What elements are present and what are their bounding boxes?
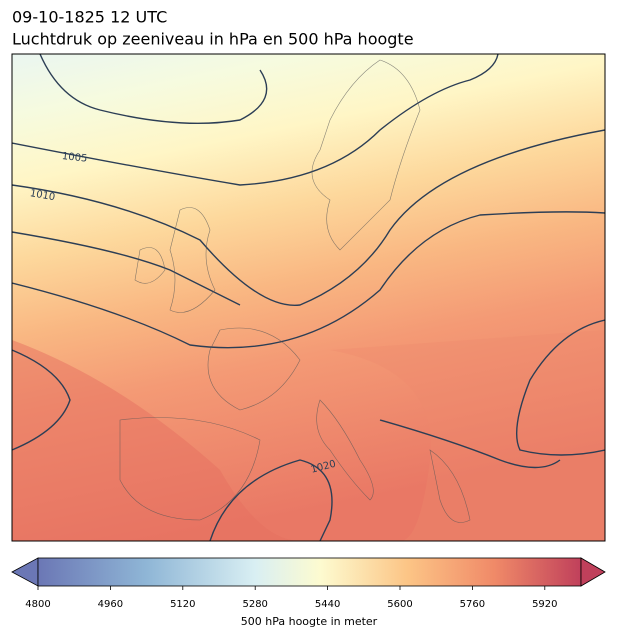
isobar-label: 1010 — [29, 188, 56, 203]
isobar-label: 1005 — [61, 151, 87, 165]
map: 1005 1010 1020 — [12, 54, 605, 541]
colorbar-tick-label: 4800 — [25, 599, 50, 610]
map-field-band — [330, 330, 605, 541]
colorbar-tick-label: 5600 — [387, 599, 412, 610]
colorbar-bar — [37, 557, 582, 587]
colorbar-tick-label: 5440 — [315, 599, 340, 610]
isobars — [12, 54, 605, 541]
colorbar-tick-label: 5280 — [242, 599, 267, 610]
colorbar-label: 500 hPa hoogte in meter — [241, 615, 378, 628]
map-title: Luchtdruk op zeeniveau in hPa en 500 hPa… — [12, 30, 414, 49]
map-field-band — [12, 340, 300, 541]
colorbar-extend-low — [11, 557, 39, 587]
map-frame — [11, 53, 606, 542]
date-title: 09-10-1825 12 UTC — [12, 8, 167, 27]
colorbar-tick-label: 5920 — [532, 599, 557, 610]
colorbar-extend-high — [580, 557, 606, 587]
colorbar-tick-label: 5760 — [460, 599, 485, 610]
colorbar: 500 hPa hoogte in meter 4800 4960 5120 5280… — [11, 557, 606, 628]
colorbar-tick-label: 5120 — [170, 599, 195, 610]
coastlines — [119, 59, 471, 523]
colorbar-tick-label: 4960 — [98, 599, 123, 610]
